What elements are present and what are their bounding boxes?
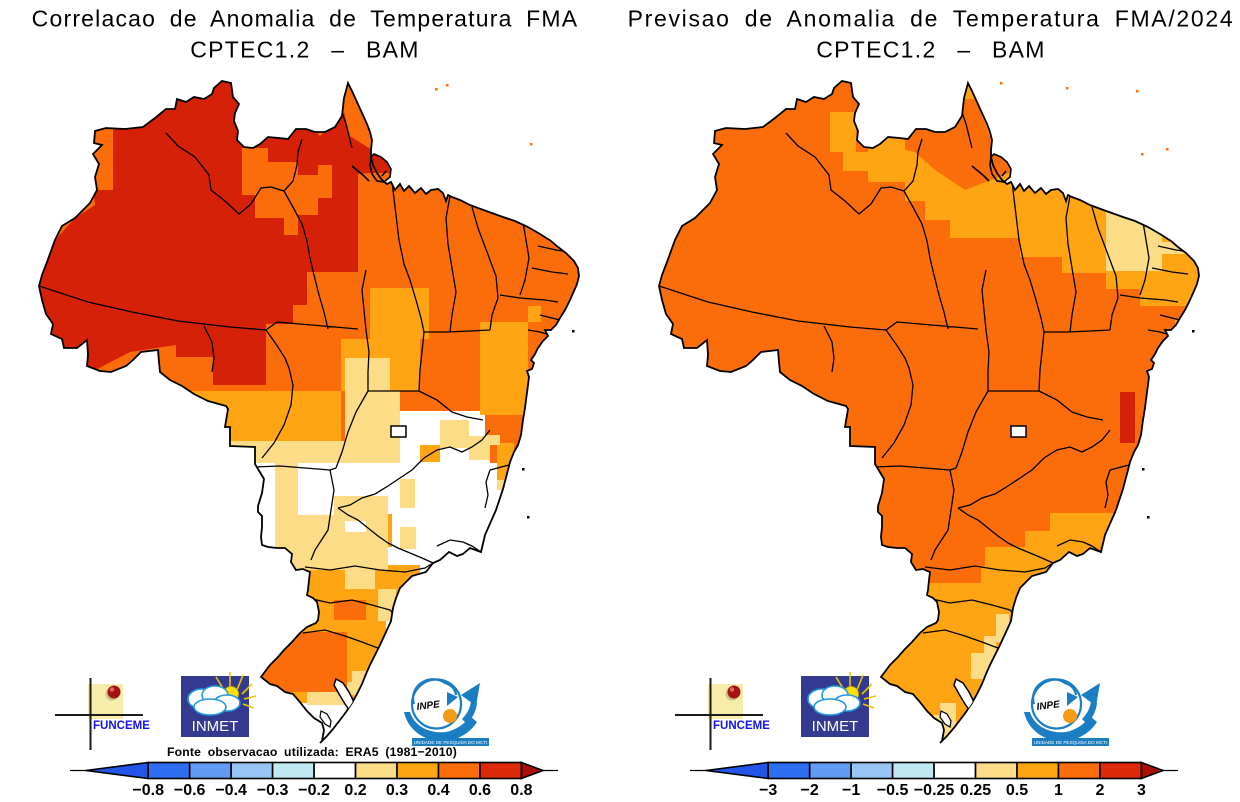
svg-text:0.6: 0.6 [469,782,491,799]
svg-text:Fonte observacao utilizada: ER: Fonte observacao utilizada: ERA5 (1981−2… [167,745,457,759]
svg-text:−0.5: −0.5 [877,782,909,799]
svg-text:−0.8: −0.8 [132,782,164,799]
svg-text:0.3: 0.3 [386,782,408,799]
svg-text:1: 1 [1054,782,1063,799]
svg-text:−0.2: −0.2 [298,782,330,799]
svg-text:−0.4: −0.4 [215,782,247,799]
svg-text:3: 3 [1137,782,1146,799]
svg-text:−0.25: −0.25 [914,782,955,799]
svg-text:−0.3: −0.3 [257,782,289,799]
svg-text:UNIDADE DE PESQUISA DO MCTI: UNIDADE DE PESQUISA DO MCTI [1034,740,1108,745]
svg-text:INPE: INPE [1036,699,1061,713]
svg-text:2: 2 [1096,782,1105,799]
svg-text:Previsao de Anomalia de Temper: Previsao de Anomalia de Temperatura FMA/… [628,6,1235,32]
svg-text:0.5: 0.5 [1006,782,1028,799]
svg-text:0.25: 0.25 [960,782,991,799]
svg-text:FUNCEME: FUNCEME [93,720,150,732]
svg-text:INPE: INPE [416,699,441,713]
svg-text:FUNCEME: FUNCEME [713,720,770,732]
svg-text:CPTEC1.2 – BAM: CPTEC1.2 – BAM [816,37,1046,63]
svg-text:0.8: 0.8 [510,782,532,799]
svg-text:CPTEC1.2 – BAM: CPTEC1.2 – BAM [190,37,420,63]
svg-text:UNIDADE DE PESQUISA DO MCTI: UNIDADE DE PESQUISA DO MCTI [414,740,488,745]
svg-text:−0.6: −0.6 [174,782,206,799]
svg-text:0.4: 0.4 [427,782,449,799]
svg-text:−3: −3 [759,782,777,799]
svg-text:INMET: INMET [812,718,859,735]
svg-text:0.2: 0.2 [344,782,366,799]
svg-text:INMET: INMET [192,718,239,735]
svg-text:−2: −2 [801,782,819,799]
svg-text:−1: −1 [842,782,860,799]
svg-text:Correlacao de Anomalia de Temp: Correlacao de Anomalia de Temperatura FM… [32,6,579,32]
